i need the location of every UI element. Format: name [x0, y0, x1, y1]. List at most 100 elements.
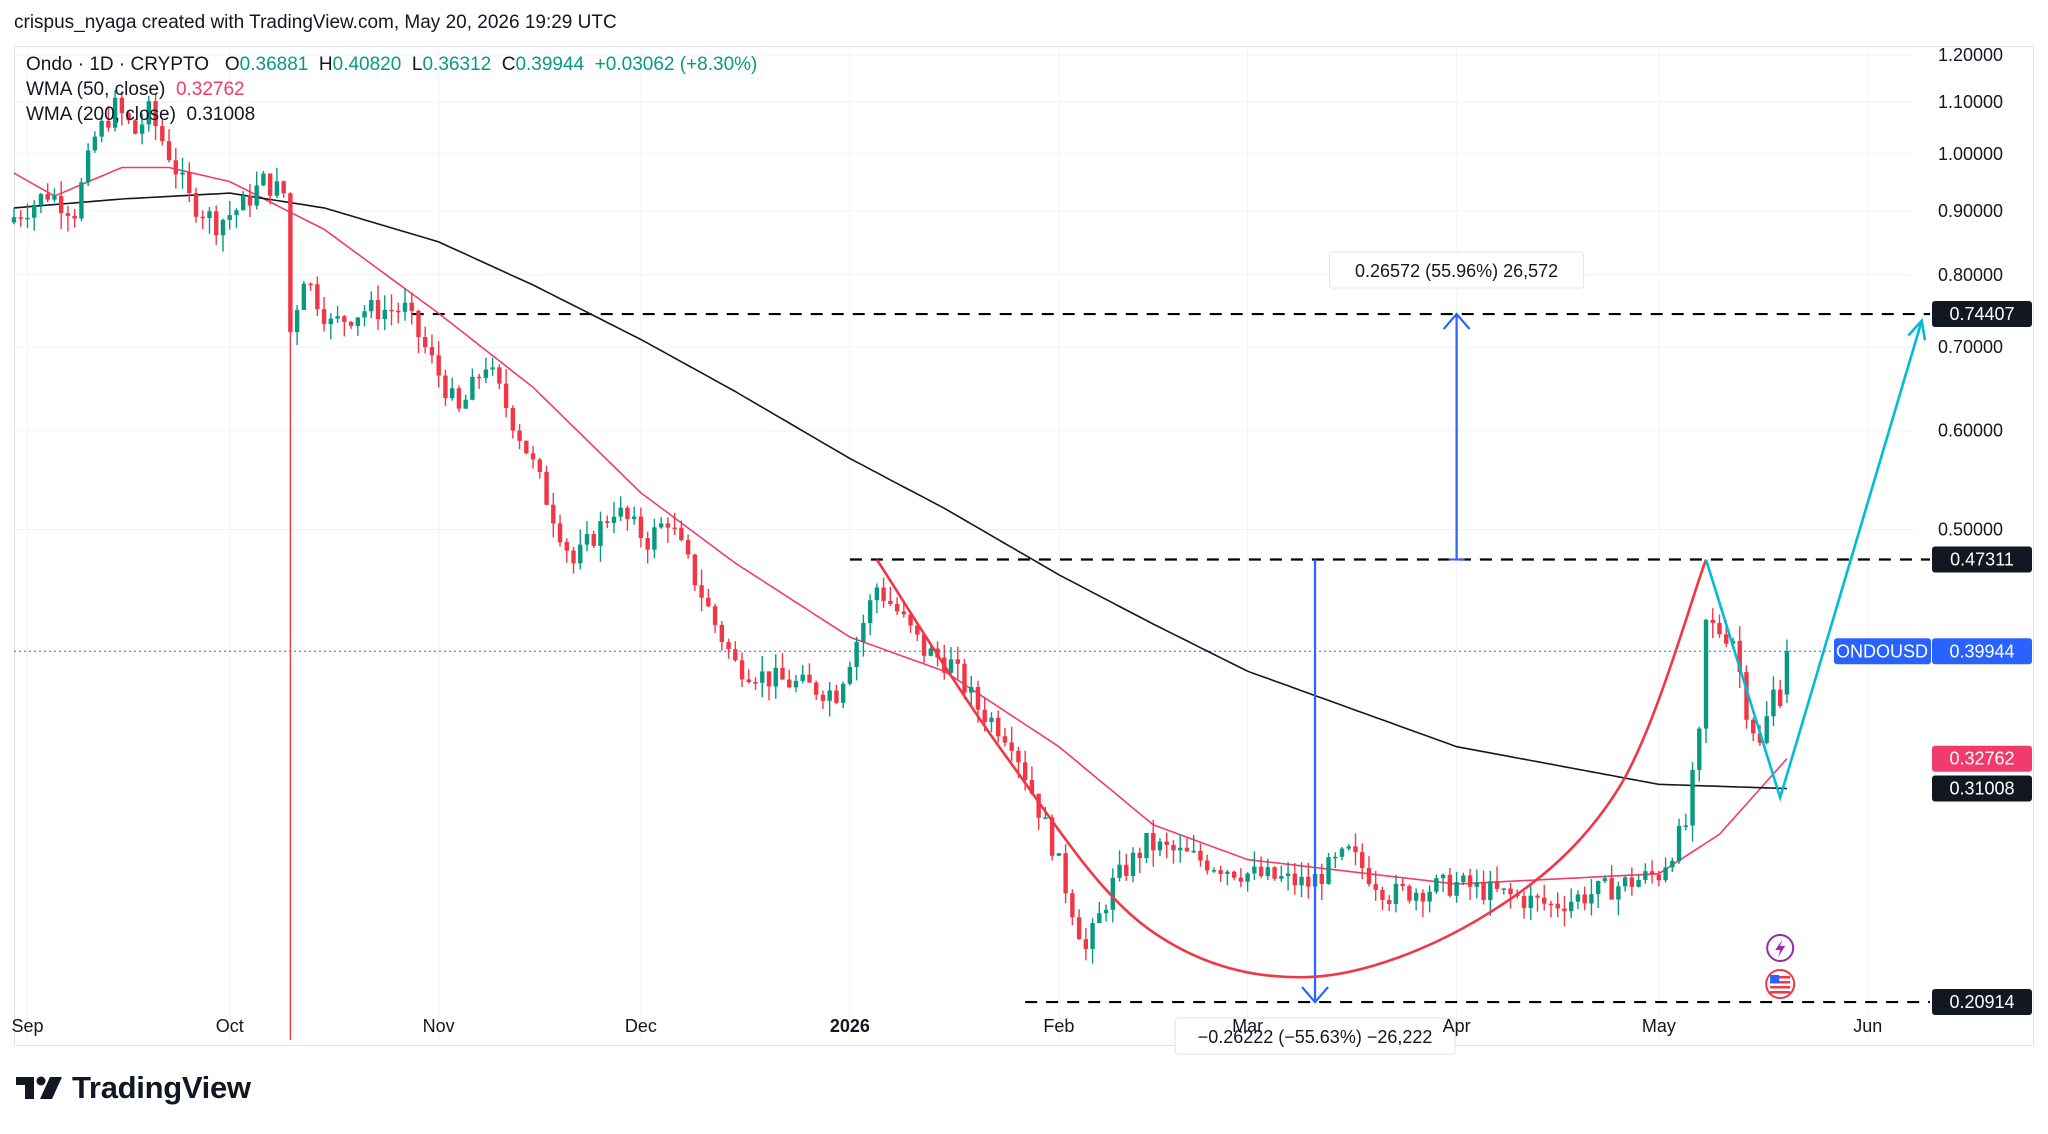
level-tag-label: 0.47311: [1950, 550, 2014, 570]
candle-up: [1703, 619, 1709, 729]
candle-up: [928, 648, 933, 656]
candle-down: [739, 660, 745, 680]
candle-up: [827, 690, 832, 701]
candle-down: [881, 587, 886, 601]
candle-up: [652, 527, 657, 550]
candle-down: [389, 309, 394, 312]
us-flag-stripe: [1770, 981, 1791, 984]
candle-down: [1137, 852, 1142, 859]
candle-down: [200, 216, 205, 219]
candle-down: [719, 624, 725, 643]
level-tag-label: 0.74407: [1949, 304, 2014, 324]
candle-down: [557, 523, 563, 543]
candle-up: [146, 101, 152, 125]
candle-down: [436, 355, 441, 376]
candle-up: [1144, 833, 1149, 859]
candle-down: [1049, 817, 1055, 856]
x-tick-label: Nov: [423, 1016, 455, 1036]
candle-up: [1339, 848, 1345, 857]
candle-down: [685, 540, 691, 555]
candle-down: [1649, 871, 1655, 875]
candle-down: [753, 682, 758, 684]
candle-up: [79, 182, 84, 219]
candle-down: [72, 215, 77, 219]
y-tick-label: 0.80000: [1938, 265, 2003, 285]
candle-down: [672, 527, 677, 530]
candle-down: [1238, 877, 1244, 882]
candle-down: [1151, 833, 1156, 851]
candle-down: [187, 172, 192, 193]
candle-up: [449, 388, 455, 399]
candle-down: [645, 538, 650, 550]
measure-up-box: [1329, 251, 1585, 289]
symbol-label: Ondo · 1D · CRYPTO: [26, 54, 210, 75]
candle-down: [1164, 841, 1169, 845]
candle-down: [160, 126, 165, 142]
lightning-icon[interactable]: [1766, 934, 1795, 962]
candle-up: [470, 376, 475, 400]
candle-up: [369, 299, 374, 312]
candle-down: [1070, 893, 1075, 918]
candle-down: [193, 192, 199, 217]
wma50-row[interactable]: WMA (50, close) 0.32762: [26, 77, 757, 102]
candle-down: [908, 614, 913, 626]
candle-down: [1231, 871, 1237, 878]
candle-down: [1508, 888, 1513, 895]
candle-down: [625, 507, 630, 520]
candle-down: [1737, 640, 1742, 673]
candle-down: [894, 604, 900, 612]
candle-down: [530, 453, 536, 460]
candle-down: [665, 523, 671, 528]
candle-down: [1548, 903, 1554, 906]
wma50-value: 0.32762: [175, 79, 245, 100]
price-tag: [1932, 638, 2032, 665]
candle-down: [1029, 780, 1035, 794]
candle-down: [1629, 877, 1635, 887]
candle-up: [328, 318, 334, 325]
x-tick-label: 2026: [830, 1016, 870, 1036]
candle-down: [1360, 852, 1365, 868]
wma50-tag: [1932, 745, 2032, 772]
candle-down: [1751, 719, 1756, 734]
us-flag-icon[interactable]: [1765, 969, 1796, 999]
candle-down: [153, 101, 158, 127]
us-flag-canton: [1770, 975, 1780, 983]
candle-down: [679, 527, 684, 541]
candle-up: [1279, 876, 1284, 879]
tradingview-logo[interactable]: TradingView: [16, 1070, 251, 1106]
candle-down: [638, 516, 644, 539]
candle-up: [800, 674, 805, 681]
x-tick-label: Mar: [1232, 1016, 1263, 1036]
candle-down: [315, 284, 320, 310]
candle-up: [1622, 877, 1628, 887]
tradingview-logo-text: TradingView: [72, 1070, 251, 1105]
candle-down: [65, 213, 71, 216]
candle-down: [699, 585, 704, 598]
candle-up: [793, 680, 799, 688]
candle-up: [355, 317, 360, 326]
candle-up: [1569, 901, 1574, 912]
wma200-row[interactable]: WMA (200, close) 0.31008: [26, 102, 757, 127]
candle-up: [1663, 867, 1668, 881]
candle-up: [867, 600, 873, 624]
ohlc-row: Ondo · 1D · CRYPTO O0.36881 H0.40820 L0.…: [26, 52, 757, 77]
candle-down: [787, 679, 792, 688]
candle-up: [483, 369, 489, 379]
candle-down: [45, 194, 50, 200]
candle-up: [1454, 882, 1459, 896]
us-flag-stripe: [1770, 986, 1791, 989]
candle-down: [1022, 762, 1028, 781]
candle-up: [1245, 873, 1250, 882]
candle-up: [611, 516, 617, 523]
candle-down: [605, 521, 610, 523]
candle-up: [180, 172, 185, 175]
candle-up: [1413, 892, 1419, 901]
candle-down: [106, 120, 111, 128]
candle-down: [1521, 896, 1527, 909]
x-tick-label: May: [1642, 1016, 1676, 1036]
change-value: +0.03062 (+8.30%): [594, 54, 758, 75]
candle-up: [490, 367, 495, 370]
candle-down: [1083, 939, 1089, 949]
candle-down: [288, 193, 293, 333]
